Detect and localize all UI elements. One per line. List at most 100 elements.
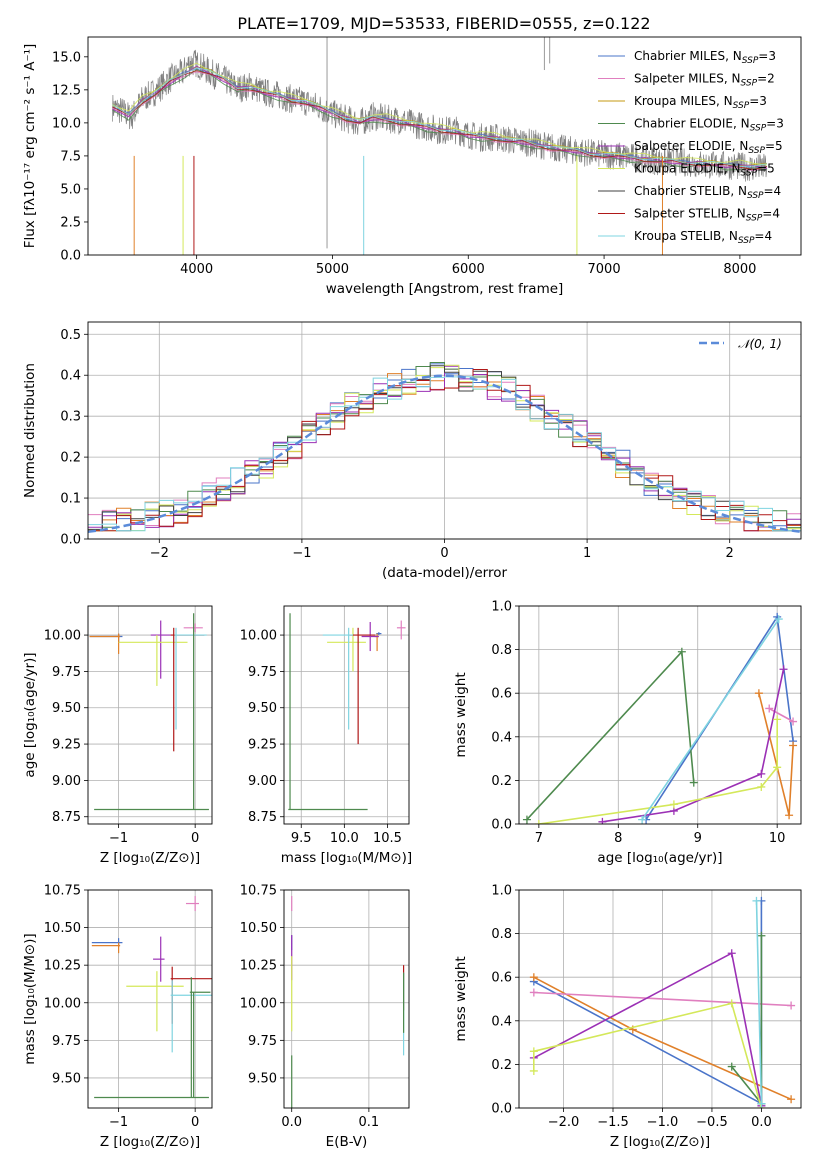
weight-marker [529,1047,538,1056]
y-tick-label: 0.4 [491,730,512,745]
weight-marker [787,1095,796,1104]
axes-frame [87,321,802,540]
y-tick-label: 0.2 [60,451,81,466]
weight-line [602,669,785,823]
weight-line [768,707,794,723]
legend-entry: Kroupa STELIB, NSSP=4 [634,229,772,246]
y-tick-label: 0.0 [491,1102,512,1117]
weight-marker [689,778,698,787]
legend-entry: Kroupa MILES, NSSP=3 [634,94,767,111]
model-line [112,67,768,167]
y-tick-label: 0.0 [491,818,512,833]
x-tick-label: −1 [109,831,128,846]
weight-line [538,719,778,824]
weight-line [533,951,763,1106]
y-tick-label: 10.00 [240,996,277,1011]
weight-line [533,991,792,1007]
x-tick-label: 10.5 [373,831,402,846]
x-tick-label: 8000 [723,262,756,277]
weight-marker [534,820,543,824]
y-tick-label: 10.00 [44,629,81,644]
y-tick-label: 7.5 [60,149,81,164]
legend: Chabrier MILES, NSSP=3 Salpeter MILES, NS… [598,49,784,246]
y-tick-label: 2.5 [60,215,81,230]
x-tick-label: 0 [191,831,199,846]
weight-line [755,900,763,1104]
weight-marker [529,1066,538,1075]
y-tick-label: 8.75 [52,810,81,825]
legend-entry: Kroupa ELODIE, NSSP=5 [634,162,775,179]
errorbar-point [94,992,209,1099]
weight-marker [754,689,763,698]
x-axis-label: Z [log₁₀(Z/Z⊙)] [610,1134,710,1150]
weight-marker [727,949,736,958]
legend: 𝒩(0, 1) [699,337,782,351]
x-tick-label: 4000 [180,262,213,277]
y-tick-label: 9.25 [248,738,277,753]
x-tick-label: −1 [292,546,311,561]
legend-entry: Salpeter ELODIE, NSSP=5 [634,139,783,156]
weight-marker [765,704,774,713]
weight-marker [727,1062,736,1071]
x-tick-label: 0.1 [359,1115,380,1130]
x-tick-label: 9 [694,831,702,846]
weight-marker [789,741,798,750]
x-axis-label: (data-model)/error [382,565,508,581]
x-axis-label: wavelength [Angstrom, rest frame] [326,281,564,297]
y-tick-label: 0.4 [60,369,81,384]
axes-frame [283,605,410,825]
x-tick-label: −1.0 [647,1115,679,1130]
x-tick-label: 0.0 [281,1115,302,1130]
model-line [112,68,768,171]
residual-histogram [88,365,801,532]
weight-marker [752,896,761,905]
y-tick-label: 9.50 [248,1071,277,1086]
y-tick-label: 12.5 [52,83,81,98]
y-axis-label: mass weight [453,956,469,1041]
weight-marker [669,800,678,809]
y-tick-label: 10.00 [240,629,277,644]
weight-marker [757,782,766,791]
y-tick-label: 9.50 [52,1071,81,1086]
x-axis-label: E(B-V) [326,1134,368,1150]
y-tick-label: 0.0 [60,249,81,264]
plot-area [291,896,405,1108]
errorbar-point [361,621,379,652]
model-line [112,65,768,169]
panel-weight-vs-age: 7 8 9 10 0.0 0.2 0.4 0.6 0.8 1.0 age [log₁₀(age/yr… [453,600,802,866]
y-tick-label: 10.0 [52,116,81,131]
weight-marker [727,999,736,1008]
weight-marker [598,817,607,824]
axes-frame [518,605,802,825]
y-tick-label: 9.75 [52,1034,81,1049]
plot-area [88,362,801,534]
residual-histogram [88,376,801,532]
panel-residuals: −2 −1 0 1 2 0.0 0.1 0.2 0.3 0.4 0.5 (data-model)/er… [22,321,802,581]
x-tick-label: 2 [726,546,734,561]
weight-line [526,649,695,821]
x-tick-label: 5000 [316,262,349,277]
y-tick-label: 9.50 [52,701,81,716]
weight-marker [529,973,538,982]
y-axis-label: mass [log₁₀(M/M⊙)] [22,933,38,1064]
panel-age-vs-mass: 9.5 10.0 10.5 8.75 9.00 9.25 9.50 9.75 10.00 mass… [240,605,412,866]
weight-marker [529,988,538,997]
errorbar-point [174,627,207,730]
y-tick-label: 0.6 [491,971,512,986]
x-tick-label: 7000 [588,262,621,277]
y-tick-label: 0.5 [60,328,81,343]
errorbar-point [126,971,184,1032]
y-axis-label: mass weight [453,672,469,757]
axes-frame [87,889,213,1109]
plot-area [112,37,768,255]
y-tick-label: 9.75 [248,1034,277,1049]
y-tick-label: 10.50 [44,921,81,936]
y-tick-label: 5.0 [60,182,81,197]
legend-entry: Salpeter MILES, NSSP=2 [634,72,775,89]
y-tick-label: 1.0 [491,600,512,615]
weight-marker [757,931,766,940]
y-axis-label: age [log₁₀(age/yr)] [22,652,38,777]
weight-marker [773,715,782,724]
weight-marker [757,1099,766,1108]
y-tick-label: 1.0 [491,884,512,899]
